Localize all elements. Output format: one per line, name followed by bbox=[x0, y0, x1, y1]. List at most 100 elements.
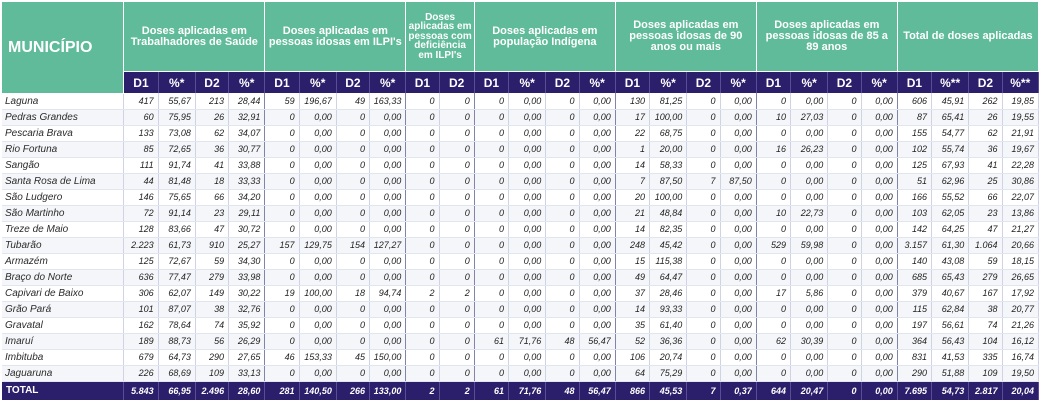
value-cell: 0,00 bbox=[508, 285, 547, 302]
value-cell: 0 bbox=[827, 301, 862, 318]
value-cell: 0 bbox=[545, 189, 580, 206]
total-value-cell: 71,76 bbox=[508, 381, 547, 400]
value-cell: 0,00 bbox=[299, 189, 337, 206]
value-cell: 0 bbox=[686, 205, 721, 222]
value-cell: 0 bbox=[545, 253, 580, 270]
municipio-cell: Rio Fortuna bbox=[2, 141, 125, 158]
value-cell: 72,67 bbox=[158, 253, 196, 270]
value-cell: 0,00 bbox=[790, 253, 829, 270]
value-cell: 3.157 bbox=[897, 237, 933, 254]
value-cell: 30,77 bbox=[228, 141, 266, 158]
value-cell: 56,43 bbox=[931, 333, 970, 350]
col-pct: %* bbox=[228, 71, 266, 93]
value-cell: 32,76 bbox=[228, 301, 266, 318]
value-cell: 0 bbox=[439, 269, 475, 286]
value-cell: 226 bbox=[123, 365, 159, 382]
value-cell: 5,86 bbox=[790, 285, 829, 302]
value-cell: 0,00 bbox=[299, 109, 337, 126]
value-cell: 58,33 bbox=[649, 157, 688, 174]
col-d2: D2 bbox=[195, 71, 230, 93]
value-cell: 0 bbox=[264, 125, 300, 142]
value-cell: 0 bbox=[827, 125, 862, 142]
value-cell: 2 bbox=[439, 285, 475, 302]
value-cell: 17,92 bbox=[1002, 285, 1040, 302]
value-cell: 125 bbox=[123, 253, 159, 270]
value-cell: 85 bbox=[123, 141, 159, 158]
value-cell: 0 bbox=[405, 253, 440, 270]
value-cell: 0 bbox=[439, 205, 475, 222]
table-row: Armazém 125 72,67 59 34,30 0 0,00 0 0,00 0 0 0 0,00 0… bbox=[2, 253, 1040, 270]
total-value-cell: 7.695 bbox=[897, 381, 933, 400]
value-cell: 88,73 bbox=[158, 333, 196, 350]
value-cell: 0 bbox=[474, 285, 510, 302]
value-cell: 87 bbox=[897, 109, 933, 126]
value-cell: 19,67 bbox=[1002, 141, 1040, 158]
value-cell: 0 bbox=[439, 237, 475, 254]
value-cell: 0 bbox=[405, 237, 440, 254]
col-d2: D2 bbox=[686, 71, 721, 93]
value-cell: 66 bbox=[195, 189, 230, 206]
value-cell: 51 bbox=[897, 173, 933, 190]
value-cell: 0 bbox=[756, 125, 792, 142]
value-cell: 81,25 bbox=[649, 93, 688, 110]
total-value-cell: 133,00 bbox=[369, 381, 407, 400]
value-cell: 0,00 bbox=[369, 141, 407, 158]
value-cell: 81,48 bbox=[158, 173, 196, 190]
col-pct-total: %** bbox=[1002, 71, 1040, 93]
value-cell: 62,84 bbox=[931, 301, 970, 318]
municipio-cell: Treze de Maio bbox=[2, 221, 125, 238]
total-value-cell: 866 bbox=[615, 381, 651, 400]
value-cell: 0,00 bbox=[299, 221, 337, 238]
value-cell: 679 bbox=[123, 349, 159, 366]
total-value-cell: 2.496 bbox=[195, 381, 230, 400]
value-cell: 0 bbox=[439, 189, 475, 206]
value-cell: 0 bbox=[756, 253, 792, 270]
value-cell: 28,46 bbox=[649, 285, 688, 302]
col-pct: %* bbox=[790, 71, 829, 93]
value-cell: 59 bbox=[264, 93, 300, 110]
municipio-cell: São Ludgero bbox=[2, 189, 125, 206]
value-cell: 0,00 bbox=[508, 93, 547, 110]
value-cell: 100,00 bbox=[299, 285, 337, 302]
value-cell: 26,23 bbox=[790, 141, 829, 158]
value-cell: 133 bbox=[123, 125, 159, 142]
value-cell: 279 bbox=[195, 269, 230, 286]
table-row: São Martinho 72 91,14 23 29,11 0 0,00 0 0,00 0 0 0 0… bbox=[2, 205, 1040, 222]
value-cell: 0 bbox=[405, 205, 440, 222]
value-cell: 0 bbox=[545, 237, 580, 254]
value-cell: 0 bbox=[405, 173, 440, 190]
value-cell: 529 bbox=[756, 237, 792, 254]
value-cell: 335 bbox=[968, 349, 1003, 366]
value-cell: 62 bbox=[195, 125, 230, 142]
value-cell: 0 bbox=[264, 269, 300, 286]
value-cell: 115,38 bbox=[649, 253, 688, 270]
value-cell: 55,67 bbox=[158, 93, 196, 110]
value-cell: 0,00 bbox=[508, 173, 547, 190]
value-cell: 61 bbox=[474, 333, 510, 350]
value-cell: 0 bbox=[405, 157, 440, 174]
value-cell: 22,28 bbox=[1002, 157, 1040, 174]
value-cell: 1 bbox=[615, 141, 651, 158]
value-cell: 0 bbox=[474, 109, 510, 126]
value-cell: 0 bbox=[474, 237, 510, 254]
value-cell: 0,00 bbox=[790, 365, 829, 382]
value-cell: 14 bbox=[615, 221, 651, 238]
value-cell: 0 bbox=[405, 141, 440, 158]
value-cell: 0,00 bbox=[299, 173, 337, 190]
total-value-cell: 266 bbox=[336, 381, 371, 400]
value-cell: 0 bbox=[827, 93, 862, 110]
col-d1: D1 bbox=[474, 71, 510, 93]
value-cell: 82,35 bbox=[649, 221, 688, 238]
value-cell: 0 bbox=[474, 221, 510, 238]
value-cell: 47 bbox=[195, 221, 230, 238]
value-cell: 0,00 bbox=[720, 349, 757, 366]
value-cell: 0,00 bbox=[299, 301, 337, 318]
value-cell: 0 bbox=[545, 301, 580, 318]
value-cell: 74 bbox=[195, 317, 230, 334]
table-row: Sangão 111 91,74 41 33,88 0 0,00 0 0,00 0 0 0 0,00 0 0… bbox=[2, 157, 1040, 174]
value-cell: 0,00 bbox=[299, 141, 337, 158]
value-cell: 106 bbox=[615, 349, 651, 366]
value-cell: 22,07 bbox=[1002, 189, 1040, 206]
value-cell: 10 bbox=[756, 205, 792, 222]
col-d1: D1 bbox=[123, 71, 159, 93]
